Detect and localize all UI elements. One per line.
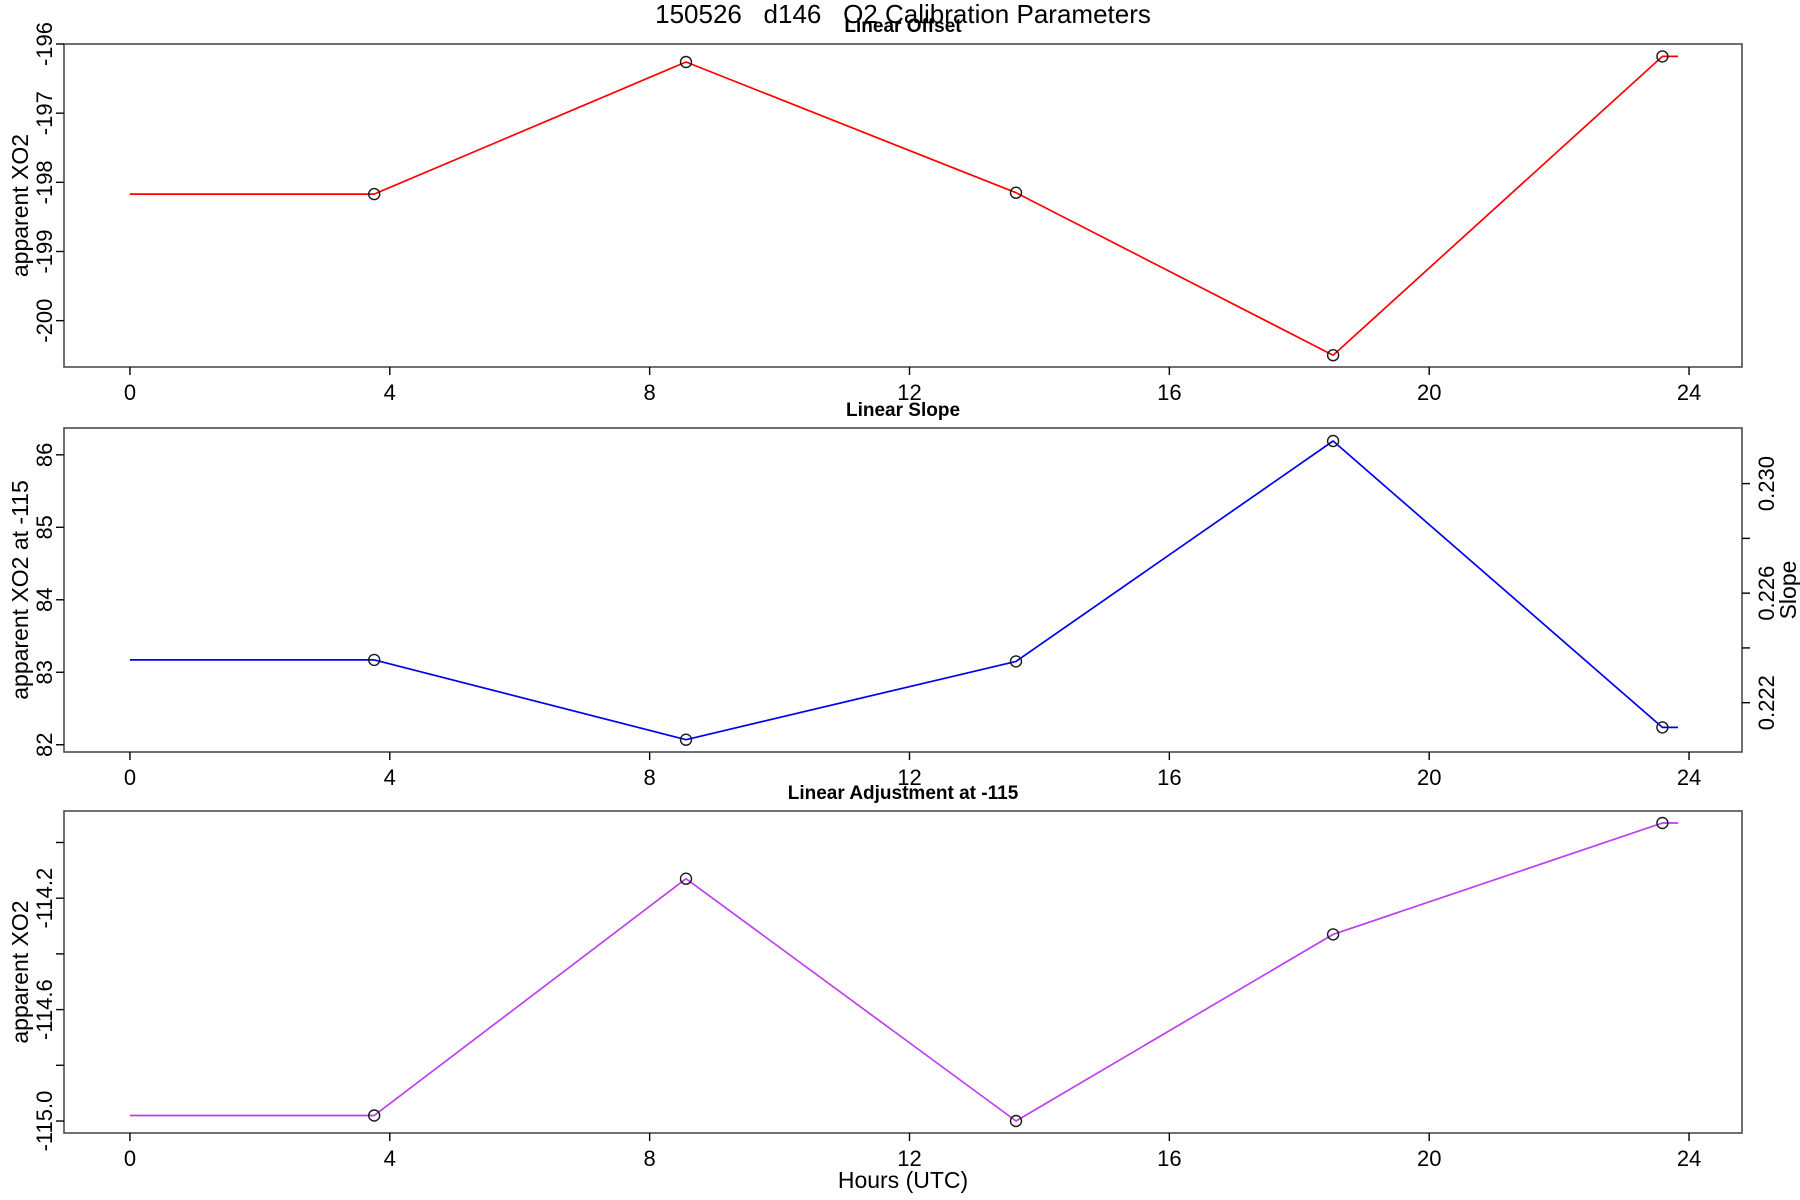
y-tick-label: 84	[32, 588, 57, 612]
panel-2: 0 4 8 12 16 20 24 -114.2 -114.6 -115.0 apparent XO…	[7, 810, 1743, 1171]
y-tick-label: -199	[32, 229, 57, 273]
x-tick-label: 20	[1417, 380, 1441, 405]
right-y-axis-title: Slope	[1775, 561, 1800, 620]
data-point-marker	[679, 55, 693, 69]
x-tick-label: 24	[1677, 380, 1701, 405]
x-tick-label: 4	[384, 765, 396, 790]
x-tick-label: 12	[897, 380, 921, 405]
data-point-marker	[679, 733, 693, 746]
y-tick-label: -196	[32, 22, 57, 66]
x-tick-label: 16	[1157, 380, 1181, 405]
panel-title-linear-slope: Linear Slope	[845, 400, 961, 421]
data-point-marker	[1656, 721, 1669, 734]
x-tick-label: 8	[644, 1146, 656, 1171]
panel-title-linear-adjustment: Linear Adjustment at -115	[787, 783, 1019, 804]
x-tick-label: 0	[124, 765, 136, 790]
x-tick-label: 24	[1677, 1146, 1701, 1171]
data-line	[129, 822, 1678, 1122]
y-tick-label: 86	[32, 443, 57, 467]
panel-0: 0 4 8 12 16 20 24 -196 -197 -198 -199 -200 apparent …	[7, 22, 1743, 405]
data-point-marker	[368, 1109, 381, 1122]
y-tick-label: -114.6	[32, 979, 57, 1040]
x-tick-label: 8	[644, 765, 656, 790]
x-tick-label: 16	[1157, 765, 1181, 790]
x-axis-title: Hours (UTC)	[837, 1167, 969, 1193]
data-point-marker	[1326, 434, 1340, 448]
y-tick-label: -197	[32, 91, 57, 135]
y-tick-label: -200	[32, 299, 57, 343]
x-tick-label: 20	[1417, 765, 1441, 790]
right-y-tick-label: 0.222	[1754, 675, 1779, 730]
plot-border	[63, 43, 1743, 368]
page-title: 150526 d146 O2 Calibration Parameters	[655, 0, 1151, 29]
x-tick-label: 8	[644, 380, 656, 405]
right-y-tick-label: 0.226	[1754, 566, 1779, 621]
data-point-marker	[1009, 1114, 1023, 1128]
x-tick-label: 24	[1677, 765, 1701, 790]
right-y-tick-label: 0.230	[1754, 456, 1779, 511]
data-point-marker	[1326, 928, 1340, 941]
y-tick-label: 85	[32, 515, 57, 539]
x-tick-label: 12	[897, 1146, 921, 1171]
data-line	[129, 55, 1678, 357]
x-tick-label: 4	[384, 1146, 396, 1171]
data-point-marker	[1656, 816, 1669, 830]
data-point-marker	[368, 653, 381, 667]
data-point-marker	[1009, 655, 1023, 668]
y-axis-title: apparent XO2	[7, 134, 33, 277]
y-tick-label: -115.0	[32, 1091, 57, 1152]
data-point-marker	[1326, 349, 1340, 362]
panel-1: 0 4 8 12 16 20 24 86 85 84 83 82 apparent XO2 at -11…	[7, 427, 1800, 790]
panel-title-linear-offset: Linear Offset	[844, 16, 962, 37]
y-tick-label: -198	[32, 160, 57, 204]
plot-border	[63, 427, 1743, 753]
data-point-marker	[679, 872, 693, 885]
x-tick-label: 12	[897, 765, 921, 790]
y-tick-label: 83	[32, 660, 57, 684]
x-tick-label: 20	[1417, 1146, 1441, 1171]
data-line	[129, 440, 1678, 741]
data-point-marker	[1656, 50, 1669, 63]
x-tick-label: 0	[124, 1146, 136, 1171]
y-tick-label: -114.2	[32, 868, 57, 929]
x-tick-label: 4	[384, 380, 396, 405]
data-point-marker	[1009, 186, 1023, 199]
y-axis-title: apparent XO2	[7, 900, 33, 1043]
x-tick-label: 0	[124, 380, 136, 405]
y-axis-title: apparent XO2 at -115	[7, 480, 33, 700]
x-tick-label: 16	[1157, 1146, 1181, 1171]
y-tick-label: 82	[32, 733, 57, 757]
plot-border	[63, 810, 1743, 1134]
data-point-marker	[368, 187, 381, 201]
